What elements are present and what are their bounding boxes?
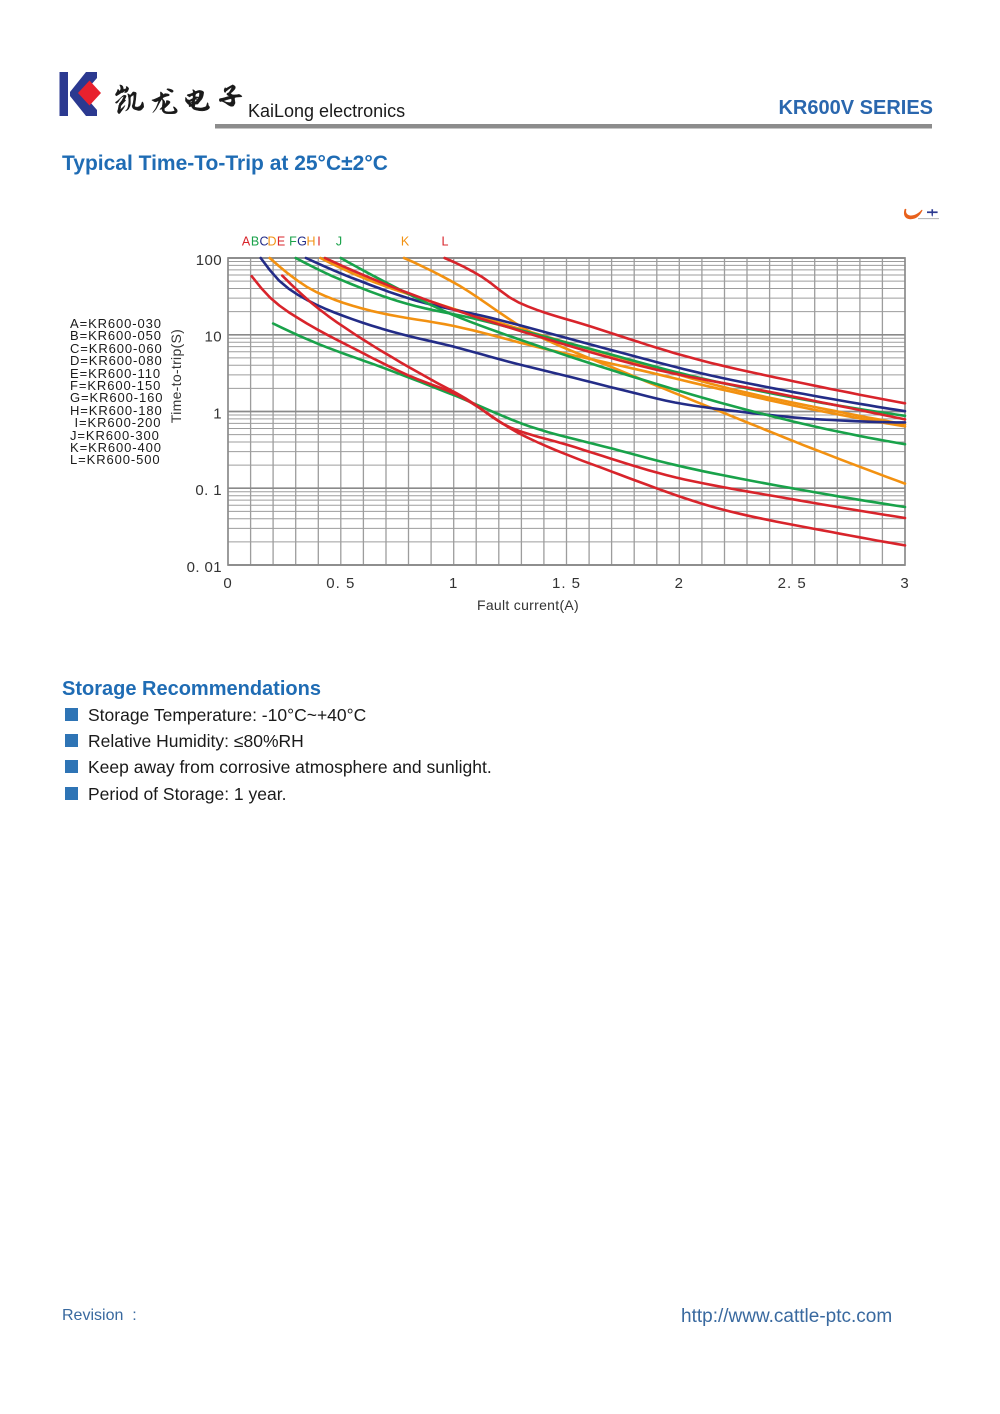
svg-text:B: B — [251, 235, 259, 249]
svg-text:L: L — [442, 235, 449, 249]
svg-text:I: I — [317, 235, 320, 249]
svg-text:1. 5: 1. 5 — [552, 575, 581, 592]
svg-text:H: H — [306, 235, 315, 249]
svg-text:10: 10 — [205, 329, 223, 346]
svg-text:K: K — [401, 235, 410, 249]
svg-text:C: C — [259, 235, 268, 249]
svg-text:F: F — [289, 235, 297, 249]
svg-text:D: D — [267, 235, 276, 249]
svg-text:0. 1: 0. 1 — [195, 482, 222, 499]
svg-text:1: 1 — [449, 575, 458, 592]
svg-text:2: 2 — [675, 575, 684, 592]
svg-text:A: A — [242, 235, 251, 249]
svg-text:0. 5: 0. 5 — [326, 575, 355, 592]
svg-text:2. 5: 2. 5 — [778, 575, 807, 592]
svg-text:0: 0 — [223, 575, 232, 592]
svg-text:G: G — [297, 235, 307, 249]
svg-text:J: J — [336, 235, 342, 249]
svg-text:1: 1 — [213, 405, 222, 422]
svg-text:Time-to-trip(S): Time-to-trip(S) — [168, 329, 184, 423]
svg-text:0. 01: 0. 01 — [187, 559, 222, 576]
svg-text:3: 3 — [900, 575, 909, 592]
svg-text:Fault current(A): Fault current(A) — [477, 597, 579, 613]
svg-text:100: 100 — [196, 252, 222, 269]
svg-text:E: E — [277, 235, 285, 249]
